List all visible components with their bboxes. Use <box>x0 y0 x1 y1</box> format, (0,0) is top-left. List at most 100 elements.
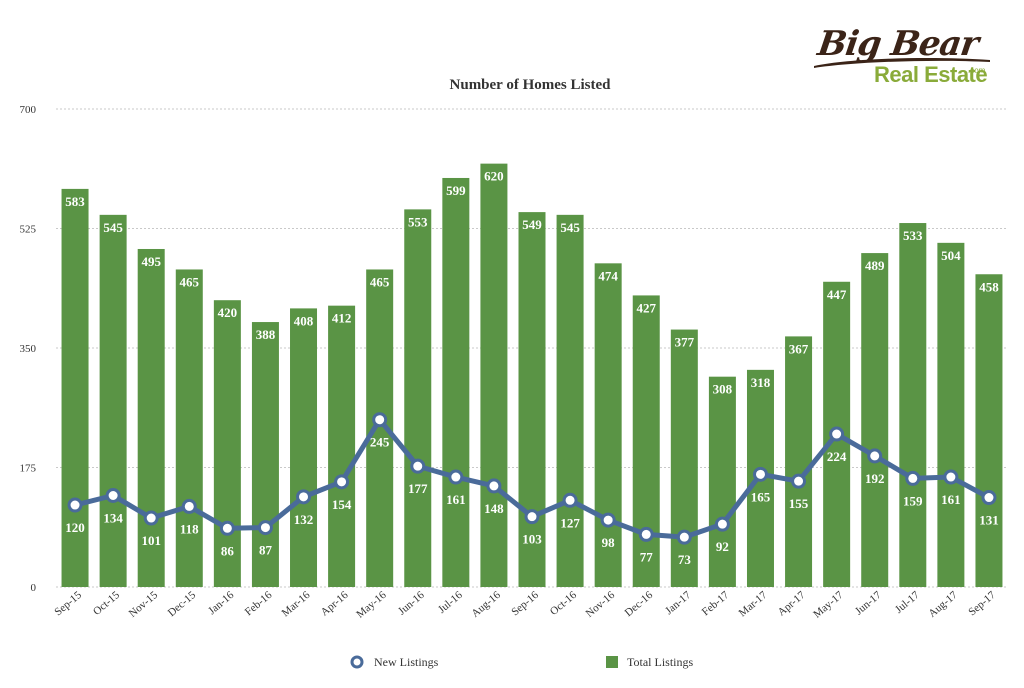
line-value-label: 177 <box>408 481 428 496</box>
bar <box>61 188 89 587</box>
line-value-label: 120 <box>65 520 85 535</box>
chart-title: Number of Homes Listed <box>450 77 612 93</box>
line-point <box>981 490 997 506</box>
x-tick-label: Jul-17 <box>893 589 922 616</box>
logo-swoosh <box>814 58 990 68</box>
x-tick-label: Dec-15 <box>166 589 199 619</box>
line-point <box>105 487 121 503</box>
line-value-label: 155 <box>789 496 809 511</box>
x-tick-label: Jul-16 <box>436 589 465 616</box>
line-value-label: 73 <box>678 552 692 567</box>
legend-label: Total Listings <box>627 655 693 669</box>
bar <box>937 242 965 587</box>
line-point <box>752 466 768 482</box>
bar <box>556 214 584 588</box>
bar <box>975 274 1003 587</box>
bar-value-label: 549 <box>522 217 542 232</box>
bar-value-label: 489 <box>865 258 885 273</box>
legend: New Listings Total Listings <box>350 655 693 669</box>
bar-value-label: 504 <box>941 248 961 263</box>
line-point <box>676 529 692 545</box>
bar-value-label: 465 <box>370 274 390 289</box>
bar-value-label: 412 <box>332 311 352 326</box>
bar <box>175 269 203 587</box>
line-value-label: 131 <box>979 513 999 528</box>
line-value-label: 165 <box>751 489 771 504</box>
bar-value-label: 545 <box>103 220 123 235</box>
legend-line-marker <box>350 655 364 669</box>
line-point <box>905 470 921 486</box>
line-point <box>448 469 464 485</box>
bar-value-label: 583 <box>65 194 85 209</box>
logo-subtitle: Real Estate <box>874 62 988 87</box>
line-point <box>257 520 273 536</box>
line-point <box>143 510 159 526</box>
line-value-labels: 120 134 101 118 86 87 132 154 245 177 161 148 103 127… <box>65 435 998 567</box>
bar <box>518 212 546 587</box>
line-value-label: 192 <box>865 471 885 486</box>
line-value-label: 86 <box>221 543 235 558</box>
x-tick-label: Aug-16 <box>469 589 503 620</box>
line-value-label: 127 <box>560 515 580 530</box>
line-point <box>410 458 426 474</box>
line-point <box>296 489 312 505</box>
bar-value-label: 458 <box>979 279 999 294</box>
bar-value-label: 408 <box>294 313 314 328</box>
line-point <box>714 516 730 532</box>
x-tick-label: Aug-17 <box>926 589 960 620</box>
line-point <box>219 520 235 536</box>
x-tick-label: Feb-17 <box>700 589 732 619</box>
line-point <box>181 498 197 514</box>
y-tick-label: 350 <box>20 343 37 355</box>
line-value-label: 161 <box>941 492 961 507</box>
bar <box>785 336 813 587</box>
bar-value-label: 599 <box>446 183 466 198</box>
bar <box>328 305 356 587</box>
line-value-label: 148 <box>484 501 504 516</box>
y-tick-label: 700 <box>20 104 37 116</box>
legend-bar-swatch <box>606 656 618 668</box>
x-tick-label: Nov-15 <box>127 589 161 620</box>
line-point <box>486 478 502 494</box>
line-value-label: 87 <box>259 543 273 558</box>
line-point <box>638 526 654 542</box>
bar <box>594 263 622 587</box>
x-tick-label: Sep-15 <box>52 589 84 619</box>
bar <box>213 300 241 587</box>
line-value-label: 77 <box>640 549 654 564</box>
line-value-label: 134 <box>103 510 123 525</box>
bar-value-labels: 583 545 495 465 420 388 408 412 465 553 599 620 549 5… <box>65 169 999 397</box>
line-point <box>867 448 883 464</box>
line-value-label: 132 <box>294 512 314 527</box>
bar <box>99 214 127 588</box>
x-tick-label: Oct-16 <box>548 589 579 618</box>
bar <box>708 376 736 587</box>
bar-value-label: 533 <box>903 228 923 243</box>
x-tick-label: Jun-16 <box>396 589 427 618</box>
bar-value-label: 553 <box>408 214 428 229</box>
bar-value-label: 620 <box>484 169 504 184</box>
x-tick-label: May-16 <box>354 589 389 621</box>
bar <box>290 308 318 587</box>
x-tick-label: Oct-15 <box>91 589 122 618</box>
x-tick-label: Jun-17 <box>853 589 884 618</box>
x-tick-label: Sep-16 <box>509 589 541 619</box>
bar <box>480 163 508 587</box>
line-value-label: 159 <box>903 493 923 508</box>
line-value-label: 98 <box>602 535 616 550</box>
line-point <box>562 492 578 508</box>
bar-series <box>61 163 1003 588</box>
bar-value-label: 427 <box>636 300 656 315</box>
bar-value-label: 495 <box>141 254 161 269</box>
line-point <box>67 497 83 513</box>
line-value-label: 103 <box>522 532 542 547</box>
line-point <box>600 512 616 528</box>
x-tick-label: Apr-16 <box>319 589 351 619</box>
bar <box>404 209 432 587</box>
line-value-label: 101 <box>141 533 161 548</box>
y-axis: 0 175 350 525 700 <box>20 104 37 594</box>
x-axis: Sep-15 Oct-15 Nov-15 Dec-15 Jan-16 Feb-16 Mar-… <box>52 589 998 621</box>
bar <box>137 248 165 587</box>
bar-value-label: 367 <box>789 341 809 356</box>
bar-value-label: 420 <box>218 305 238 320</box>
